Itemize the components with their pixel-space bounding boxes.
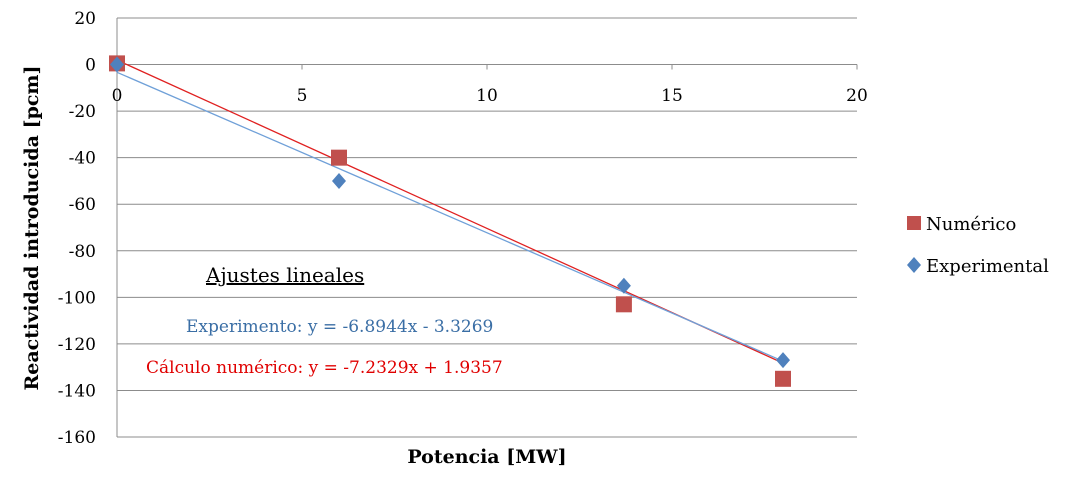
y-tick-label: -160 [58,428,96,448]
x-tick-label: 20 [846,86,868,106]
point-numerico [615,296,632,313]
y-tick-label: -120 [58,335,96,355]
x-tick-label: 5 [297,86,308,106]
legend-label-numerico: Numérico [926,214,1016,235]
point-numerico [331,149,347,166]
y-tick-label: -60 [69,195,96,215]
y-axis-title: Reactividad introducida [pcm] [21,65,43,390]
trendlines [116,59,784,364]
annotation-title: Ajustes lineales [205,263,364,287]
y-tick-label: -20 [69,102,96,122]
y-tick-label: -100 [58,288,96,308]
point-experimental [616,277,631,294]
trendline-experimental [116,71,784,362]
y-tick-label: -140 [58,381,96,401]
y-tick-label: 0 [85,56,96,76]
y-tick-label: -40 [69,149,96,169]
legend-label-experimental: Experimental [926,256,1049,277]
legend: Numérico Experimental [907,214,1049,277]
point-experimental [110,56,124,73]
x-tick-label: 15 [661,86,683,106]
y-tick-labels: 20 0 -20 -40 -60 -80 -100 -120 -140 -160 [58,9,96,448]
x-tick-label: 10 [476,86,498,106]
x-tick-labels: 0 5 10 15 20 [112,86,868,106]
point-numerico [775,370,791,387]
legend-marker-numerico [907,216,921,230]
y-tick-label: -80 [69,242,96,262]
x-tick-label: 0 [112,86,123,106]
data-points [109,55,791,387]
legend-marker-experimental [907,257,921,273]
annotation-experimental-fit: Experimento: y = -6.8944x - 3.3269 [186,317,493,337]
x-axis-title: Potencia [MW] [407,446,566,468]
point-experimental [332,172,346,189]
y-tick-label: 20 [74,9,96,29]
point-experimental [776,352,790,369]
annotation-numerical-fit: Cálculo numérico: y = -7.2329x + 1.9357 [146,358,503,378]
